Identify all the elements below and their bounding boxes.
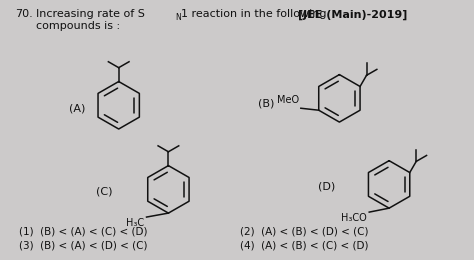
Text: 1 reaction in the following: 1 reaction in the following (182, 9, 327, 19)
Text: Increasing rate of S: Increasing rate of S (36, 9, 145, 19)
Text: H₃C: H₃C (127, 218, 145, 228)
Text: compounds is :: compounds is : (36, 21, 120, 31)
Text: (3)  (B) < (A) < (D) < (C): (3) (B) < (A) < (D) < (C) (19, 241, 148, 251)
Text: N: N (175, 13, 181, 22)
Text: (B): (B) (258, 98, 274, 108)
Text: (A): (A) (69, 103, 85, 113)
Text: [JEE (Main)-2019]: [JEE (Main)-2019] (298, 9, 407, 20)
Text: (4)  (A) < (B) < (C) < (D): (4) (A) < (B) < (C) < (D) (240, 241, 368, 251)
Text: H₃CO: H₃CO (341, 213, 367, 223)
Text: (2)  (A) < (B) < (D) < (C): (2) (A) < (B) < (D) < (C) (240, 227, 368, 237)
Text: (1)  (B) < (A) < (C) < (D): (1) (B) < (A) < (C) < (D) (19, 227, 148, 237)
Text: (C): (C) (96, 186, 112, 196)
Text: (D): (D) (318, 181, 335, 191)
Text: MeO: MeO (277, 95, 299, 105)
Text: 70.: 70. (15, 9, 33, 19)
